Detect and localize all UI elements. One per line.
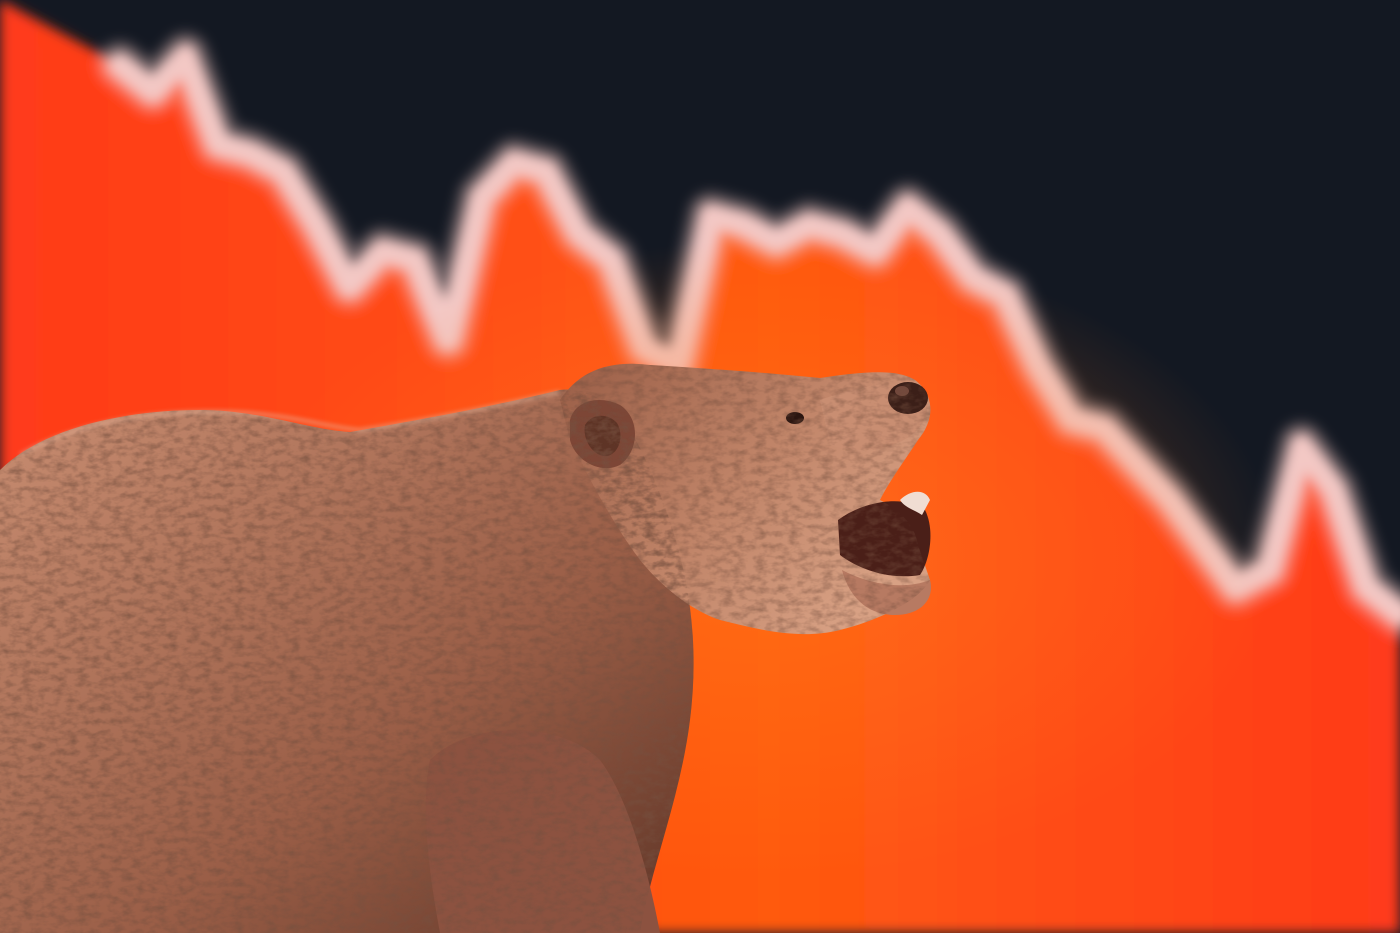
bear-upper-teeth (900, 491, 930, 515)
chart-point (349, 285, 351, 287)
bear-figurine (0, 363, 931, 933)
chart-point (940, 232, 942, 234)
chart-point (414, 258, 416, 260)
chart-point (546, 170, 548, 172)
chart-point (841, 232, 843, 234)
chart-point (1301, 444, 1303, 446)
chart-point (250, 152, 252, 154)
chart-point (1366, 586, 1368, 588)
chart-point (907, 205, 909, 207)
chart-point (1333, 488, 1335, 490)
chart-point (217, 143, 219, 145)
chart-point (513, 161, 515, 163)
chart-point (152, 90, 154, 92)
chart-point (316, 223, 318, 225)
chart-point (283, 170, 285, 172)
chart-point (808, 223, 810, 225)
chart-point (119, 63, 121, 65)
chart-point (480, 196, 482, 198)
chart-point (743, 223, 745, 225)
chart-point (710, 214, 712, 216)
chart-point (382, 249, 384, 251)
chart-point (578, 232, 580, 234)
chart-point (185, 54, 187, 56)
